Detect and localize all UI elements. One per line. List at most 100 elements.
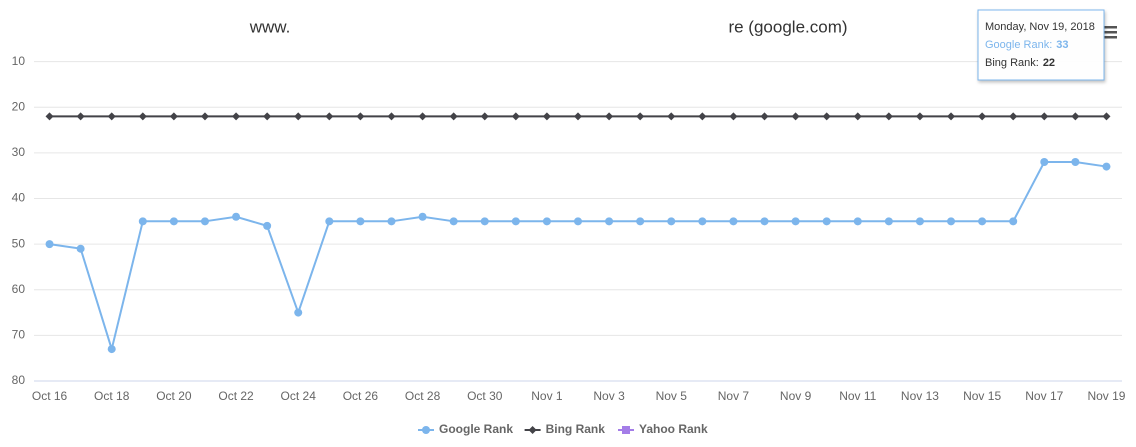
point bbox=[169, 217, 178, 226]
point bbox=[667, 217, 676, 226]
tooltip-label: Bing Rank: bbox=[985, 57, 1039, 69]
x-tick-label: Oct 16 bbox=[32, 389, 68, 403]
point bbox=[698, 217, 707, 226]
point bbox=[915, 112, 924, 121]
point bbox=[138, 217, 147, 226]
point bbox=[263, 112, 272, 121]
point bbox=[232, 112, 241, 121]
plot bbox=[45, 112, 1111, 354]
series bbox=[45, 158, 1111, 354]
tooltip-label: Google Rank: bbox=[985, 39, 1052, 51]
tooltip-value: 22 bbox=[1043, 57, 1055, 69]
menu-bar[interactable] bbox=[1103, 36, 1117, 39]
point bbox=[387, 217, 396, 226]
legend-marker bbox=[528, 426, 537, 434]
point bbox=[45, 240, 54, 249]
legend-marker bbox=[422, 426, 430, 434]
x-tick-label: Nov 5 bbox=[656, 389, 688, 403]
point bbox=[1102, 112, 1111, 121]
legend-item[interactable]: Bing Rank bbox=[524, 422, 606, 436]
point bbox=[1009, 217, 1018, 226]
x-tick-label: Oct 18 bbox=[94, 389, 130, 403]
point bbox=[853, 217, 862, 226]
point bbox=[325, 217, 334, 226]
tooltip-row: Bing Rank: 22 bbox=[985, 57, 1055, 69]
point bbox=[76, 244, 85, 253]
point bbox=[356, 112, 365, 121]
legend-marker bbox=[622, 426, 630, 434]
point bbox=[822, 112, 831, 121]
x-tick-label: Nov 17 bbox=[1025, 389, 1063, 403]
point bbox=[480, 112, 489, 121]
point bbox=[542, 217, 551, 226]
point bbox=[45, 112, 54, 121]
point bbox=[511, 217, 520, 226]
point bbox=[760, 112, 769, 121]
x-tick-label: Oct 24 bbox=[281, 389, 317, 403]
point bbox=[480, 217, 489, 226]
point bbox=[1102, 162, 1111, 171]
point bbox=[884, 217, 893, 226]
legend-label: Bing Rank bbox=[546, 422, 606, 436]
point bbox=[294, 308, 303, 317]
point bbox=[605, 112, 614, 121]
point bbox=[107, 112, 116, 121]
y-tick-label: 60 bbox=[12, 282, 26, 296]
point bbox=[574, 217, 582, 226]
y-tick-label: 70 bbox=[12, 328, 26, 342]
chart-title: www. bbox=[249, 17, 291, 36]
point bbox=[263, 221, 272, 230]
point bbox=[822, 217, 831, 226]
legend: Google Rank Bing Rank Yahoo Rank bbox=[418, 422, 708, 436]
point bbox=[200, 112, 209, 121]
point bbox=[511, 112, 520, 121]
point bbox=[853, 112, 862, 121]
x-tick-label: Nov 15 bbox=[963, 389, 1001, 403]
point bbox=[1071, 158, 1080, 166]
point bbox=[1040, 158, 1049, 166]
legend-item[interactable]: Google Rank bbox=[418, 422, 513, 436]
menu-bar[interactable] bbox=[1103, 31, 1117, 34]
y-tick-label: 80 bbox=[12, 373, 26, 387]
x-tick-label: Oct 26 bbox=[343, 389, 379, 403]
point bbox=[791, 217, 800, 226]
x-tick-label: Nov 11 bbox=[839, 389, 876, 403]
legend-label: Google Rank bbox=[439, 422, 513, 436]
point bbox=[107, 345, 116, 354]
point bbox=[449, 217, 458, 226]
tooltip-header: Monday, Nov 19, 2018 bbox=[985, 21, 1095, 33]
point bbox=[667, 112, 676, 121]
point bbox=[542, 112, 551, 121]
point bbox=[636, 217, 645, 226]
point bbox=[574, 112, 582, 121]
point bbox=[1009, 112, 1018, 121]
x-tick-label: Nov 19 bbox=[1087, 389, 1125, 403]
y-tick-label: 30 bbox=[12, 145, 26, 159]
point bbox=[76, 112, 85, 121]
point bbox=[698, 112, 707, 121]
point bbox=[978, 112, 987, 121]
point bbox=[356, 217, 365, 226]
x-tick-label: Oct 20 bbox=[156, 389, 192, 403]
x-tick-label: Nov 13 bbox=[901, 389, 939, 403]
point bbox=[636, 112, 645, 121]
point bbox=[1071, 112, 1080, 121]
point bbox=[884, 112, 893, 121]
menu-icon[interactable] bbox=[1103, 26, 1117, 39]
x-tick-label: Oct 28 bbox=[405, 389, 441, 403]
menu-bar[interactable] bbox=[1103, 26, 1117, 29]
chart-title: re (google.com) bbox=[728, 17, 847, 36]
y-tick-label: 10 bbox=[12, 54, 26, 68]
point bbox=[200, 217, 209, 226]
point bbox=[947, 112, 956, 121]
point bbox=[947, 217, 956, 226]
point bbox=[387, 112, 396, 121]
point bbox=[232, 212, 241, 221]
point bbox=[449, 112, 458, 121]
legend-item[interactable]: Yahoo Rank bbox=[618, 422, 708, 436]
point bbox=[169, 112, 178, 121]
y-tick-label: 40 bbox=[12, 191, 26, 205]
point bbox=[138, 112, 147, 121]
point bbox=[915, 217, 924, 226]
